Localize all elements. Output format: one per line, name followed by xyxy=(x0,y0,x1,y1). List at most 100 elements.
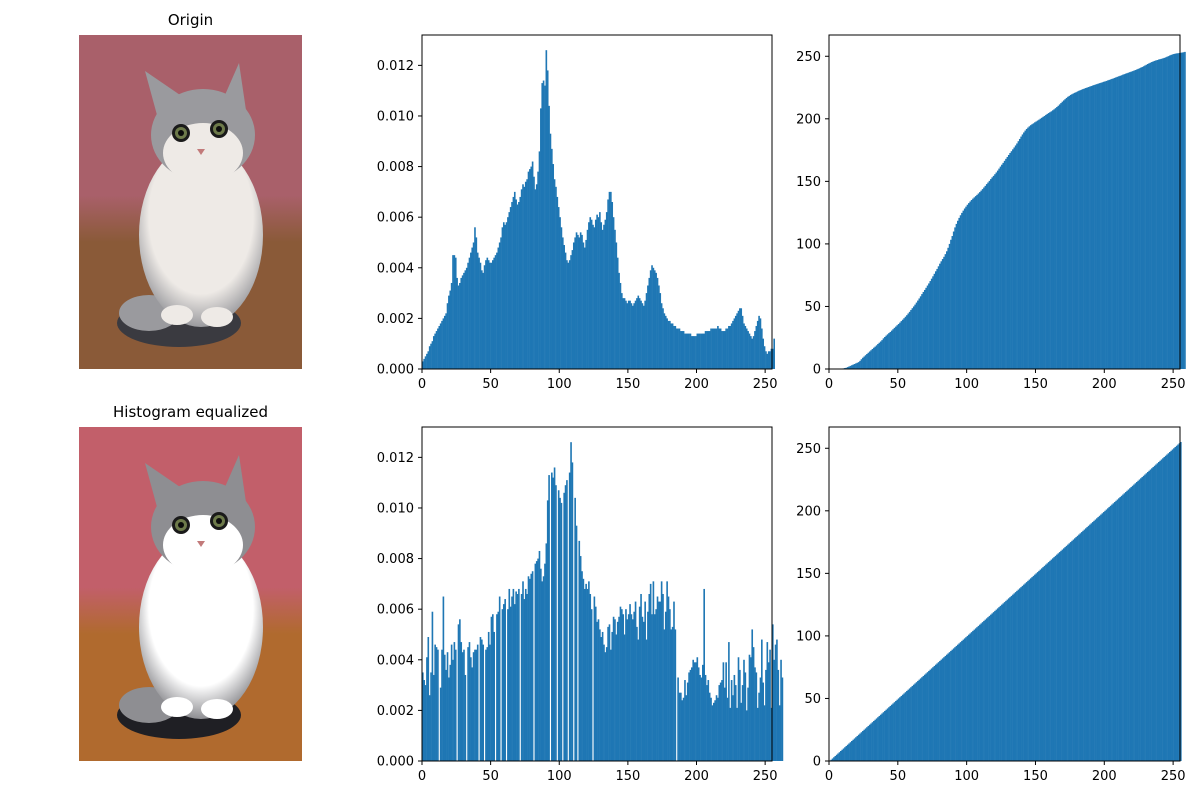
cdf-original-ytick-label: 50 xyxy=(804,300,821,315)
cdf-equalized-xtick-label: 0 xyxy=(825,769,833,784)
hist-equalized-bar xyxy=(765,669,767,761)
hist-original-bar xyxy=(454,257,457,369)
cdf-original-bar xyxy=(1140,67,1142,370)
cdf-equalized-bar xyxy=(868,724,871,761)
cdf-equalized-bar xyxy=(1038,570,1040,761)
cdf-original-bar xyxy=(896,325,899,369)
cdf-original-bar xyxy=(1171,54,1174,369)
hist-original-bar xyxy=(604,219,607,369)
hist-original-bar xyxy=(548,105,550,369)
cdf-equalized-bar xyxy=(984,619,987,761)
cdf-original-bar xyxy=(1018,138,1021,369)
hist-equalized-bar xyxy=(594,606,597,761)
cdf-equalized-bar xyxy=(1155,464,1157,761)
hist-equalized-bar xyxy=(706,685,708,761)
hist-equalized-bar xyxy=(559,497,561,761)
cdf-original-bar xyxy=(979,192,981,369)
hist-original-bar xyxy=(656,277,659,369)
hist-equalized-bar xyxy=(686,682,689,761)
hist-equalized-bar xyxy=(548,475,550,761)
hist-original-ytick-label: 0.000 xyxy=(377,363,414,378)
hist-equalized-bar xyxy=(578,540,581,761)
cdf-equalized-bar xyxy=(1083,529,1086,761)
hist-equalized-bar xyxy=(634,601,637,761)
cdf-original-bar xyxy=(1116,76,1119,369)
cdf-original-bar xyxy=(952,231,955,369)
hist-equalized-bar xyxy=(678,692,681,761)
hist-equalized-bar xyxy=(612,616,615,761)
cdf-original-bar xyxy=(1163,57,1166,369)
cdf-equalized-bar xyxy=(1162,458,1164,761)
cdf-equalized-bar xyxy=(1090,523,1093,761)
cdf-original-axes-frame xyxy=(828,34,1181,370)
cdf-original-bar xyxy=(921,294,923,369)
cdf-equalized-bar xyxy=(1007,598,1010,761)
cdf-equalized-bar xyxy=(1129,488,1131,761)
cdf-original-bar xyxy=(928,283,930,369)
hist-original-bar xyxy=(549,133,552,369)
cdf-original-bar xyxy=(857,362,860,369)
hist-equalized-bar xyxy=(428,695,431,761)
hist-original-bar xyxy=(530,166,533,369)
cdf-equalized-bar xyxy=(1051,558,1054,761)
cdf-original-bar xyxy=(1083,88,1086,369)
hist-original-bar xyxy=(636,298,638,369)
cdf-original-bar xyxy=(1061,101,1064,370)
cdf-original-bar xyxy=(1025,128,1028,369)
hist-original-bar xyxy=(516,204,519,369)
cdf-equalized-bar xyxy=(972,630,974,761)
hist-original-bar xyxy=(483,265,486,369)
cdf-original-bar xyxy=(1031,124,1033,369)
hist-original-bar xyxy=(670,323,673,369)
hist-original-bar xyxy=(699,333,701,369)
cdf-original-bar xyxy=(1024,130,1027,369)
cdf-equalized-bar xyxy=(1053,557,1055,761)
cdf-equalized-bar xyxy=(973,629,976,761)
hist-equalized-bar xyxy=(671,626,674,761)
cdf-original-bar xyxy=(1016,143,1018,369)
hist-equalized-bar xyxy=(446,652,449,761)
hist-original-bar xyxy=(664,315,667,369)
hist-original-bar xyxy=(512,196,515,369)
hist-equalized-bar xyxy=(669,609,671,761)
cdf-equalized-bar xyxy=(855,737,857,761)
cdf-original-bar xyxy=(1107,80,1109,369)
cdf-equalized-bar xyxy=(1032,575,1035,761)
hist-original-bar xyxy=(534,189,537,369)
cdf-original-bar xyxy=(1168,55,1171,370)
cdf-equalized-bar xyxy=(957,644,959,761)
hist-original-bar xyxy=(652,267,655,369)
hist-original-bar xyxy=(505,222,508,369)
cdf-original-bar xyxy=(1078,90,1080,369)
hist-equalized-bar xyxy=(645,639,648,761)
cdf-equalized-bar xyxy=(1024,583,1027,761)
cdf-equalized-bar xyxy=(851,740,853,761)
hist-original-bar xyxy=(453,255,456,369)
cdf-original-bar xyxy=(926,285,929,369)
hist-original-bar xyxy=(739,308,741,369)
cdf-original-bar xyxy=(1090,86,1093,369)
cdf-original-bar xyxy=(895,326,897,369)
cdf-original-bar xyxy=(988,180,991,369)
cdf-equalized-bar xyxy=(1153,465,1156,761)
cdf-original-bar xyxy=(969,201,972,369)
hist-original-bar xyxy=(737,310,740,369)
cdf-equalized-bar xyxy=(897,698,900,761)
cdf-equalized-bar xyxy=(1060,550,1062,761)
cdf-original-bar xyxy=(941,259,944,369)
hist-equalized-bar xyxy=(600,637,603,761)
hist-equalized-ytick-label: 0.002 xyxy=(377,704,414,719)
cdf-original-bar xyxy=(1050,111,1053,369)
cdf-equalized-bar xyxy=(1054,555,1057,761)
hist-equalized-bar xyxy=(767,662,770,761)
hist-equalized-bar xyxy=(441,649,443,761)
cdf-equalized-bar xyxy=(900,695,903,761)
cdf-equalized-bar xyxy=(1105,509,1108,761)
cdf-equalized-bar xyxy=(846,744,849,761)
cdf-original-bar xyxy=(1170,54,1172,369)
cdf-original-bar xyxy=(903,318,905,369)
hist-original-bar xyxy=(597,217,600,369)
hist-equalized-bar xyxy=(498,596,501,761)
cdf-equalized-bar xyxy=(969,633,972,761)
